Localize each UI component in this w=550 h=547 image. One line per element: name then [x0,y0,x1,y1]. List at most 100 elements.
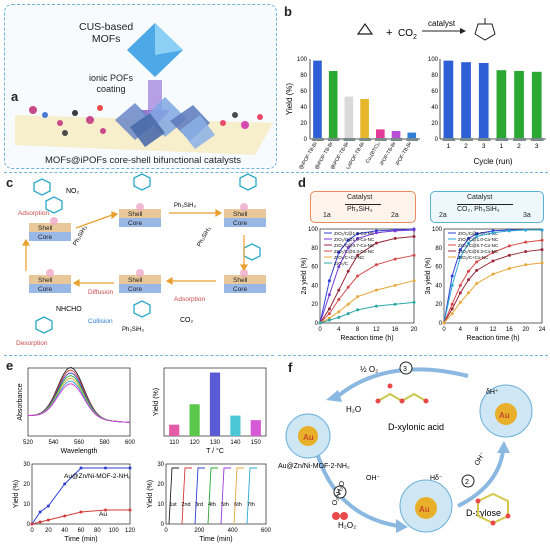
series-point [450,283,454,287]
reaction-box-1: Catalyst Ph₃SiH₃ 1a 2a [310,191,416,223]
legend-label: ZrO₂/C@0.3-Co-NC [458,249,499,254]
series-point [346,302,350,306]
b-ytick-right: 40 [431,105,438,111]
b-bar-base [327,138,340,141]
rxn2-prod: 3a [523,212,531,219]
legend-label: ZrO₂/C@0.3-Co-NC [334,249,375,254]
series-point [540,228,544,232]
b-tick-label: iPOF-TB-Br [395,141,413,167]
spec-xtick: 580 [99,440,110,446]
series-point [412,279,416,283]
series-point [374,288,378,292]
recycle-run-line [220,467,231,525]
cycle-arrow-top [336,367,469,398]
rxn1-sub: 1a [323,212,331,219]
b-tick-label: 3 [535,143,539,150]
series-point [507,229,511,233]
epoxide-icon [356,22,374,35]
series-point [346,246,350,250]
b-bar-base [477,138,491,141]
b-tick-label: 2 [464,143,468,150]
b-tick-label: 3 [482,143,486,150]
spec-xtick: 560 [74,440,85,446]
recycle-run-label: 7th [247,502,255,508]
spec-xtick: 600 [125,440,136,446]
d-right-chart: 0 4 8 12 16 20 24 0 20 40 60 80 100 Reaction time (h)… [425,227,546,342]
y-axis-label: Yield (%) [147,480,154,508]
series-point [467,278,470,282]
spec-curve [28,383,131,423]
series-point [374,231,378,235]
panel-label-a: a [11,89,19,104]
series-point [524,250,528,254]
panel-label-f: f [288,360,293,375]
x-axis-label: Reaction time (h) [340,335,393,342]
series-point [327,312,331,316]
series-point [337,315,341,319]
x-tick: 0 [442,327,446,333]
b-ytick-right: 60 [431,89,438,95]
series-point [467,236,470,240]
series-point [450,302,454,306]
plot-frame [319,228,415,324]
y-tick: 20 [311,302,318,308]
series-point [450,312,454,316]
x-tick: 600 [261,528,272,534]
plot-frame [443,228,543,324]
cycle-arrow-right [457,450,505,508]
series-point [458,255,462,259]
series-point [38,510,42,514]
b-right-xlabel: Cycle (run) [473,157,512,166]
b-bar [328,71,338,139]
y-tick: 20 [435,302,442,308]
h2o2-molecule [332,512,348,520]
b-ytick-right: 20 [431,121,438,127]
dxylonic-label: D-xylonic acid [388,422,444,432]
y-tick: 80 [311,246,318,252]
shell-text: Shell [128,211,143,218]
series-point [475,260,479,264]
b-ytick: 80 [300,73,307,79]
core-text: Core [38,286,52,293]
y-tick: 30 [23,462,30,468]
svg-text:2: 2 [465,479,469,486]
slab-5 [119,275,161,293]
series-point [467,269,470,273]
spec-xtick: 540 [48,440,59,446]
b-bar-base [406,138,419,141]
h2o2-label: H₂O₂ [338,521,356,530]
shell-text: Shell [38,225,53,232]
particle-left [285,413,331,459]
temp-ylabel: Yield (%) [153,388,160,416]
series-point [540,248,544,252]
rxn1-reagent: Ph₃SiH₃ [347,206,373,213]
b-bar [344,96,354,139]
temp-xtick: 150 [251,440,262,446]
mof-cluster [115,97,215,149]
phsih3-label-3: Ph₃SiH₃ [197,226,213,248]
dhplus-label: δH⁺ [486,389,499,396]
step-marker-1: 1 [333,485,347,499]
series-point [475,232,479,236]
x-tick: 200 [194,528,205,534]
series-point [412,300,416,304]
cyclic-carbonate-icon [474,18,496,41]
y-axis-label: 3a yield (%) [425,258,432,295]
mof-label: CUS-based MOFs [79,21,134,45]
b-bar-base [390,138,403,141]
d-left-chart: 0 4 8 12 16 20 0 20 40 60 80 100 Reaction time (h) 2a… [301,227,418,342]
series-point [346,285,350,289]
b-ytick: 20 [300,121,307,127]
recycle-run-label: 2nd [181,502,190,508]
recycle-run-label: 3rd [195,502,203,508]
y-tick: 100 [432,227,443,233]
spec-frame [27,367,131,437]
b-right-chart: 1 2 3 1 2 3 0 20 40 60 80 100 [428,57,546,150]
phsih3-label-2: Ph₃SiH₃ [174,203,196,209]
b-tick-label: 1 [499,143,503,150]
series-line [319,254,415,324]
series-point [128,508,132,512]
recycle-run-line [207,467,218,525]
series-point [450,274,454,278]
panel-f-diagram: Au Au Au 1 2 3 ½ O₂ H₂O D-xylonic acid A… [278,361,533,533]
